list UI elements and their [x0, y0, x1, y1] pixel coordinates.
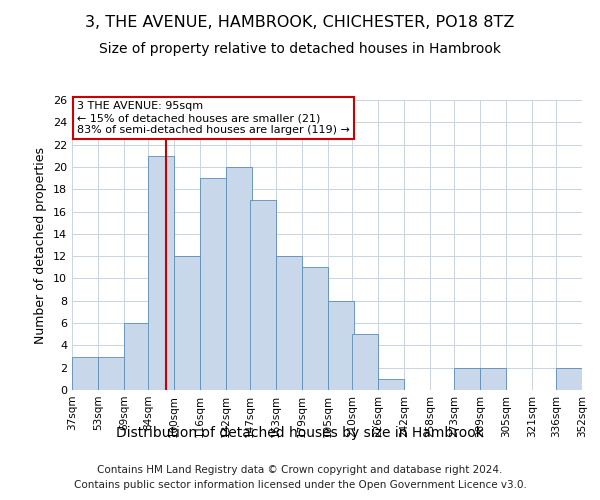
- Bar: [226, 167, 252, 390]
- Bar: [378, 379, 404, 390]
- Bar: [200, 178, 226, 390]
- Bar: [250, 200, 276, 390]
- Bar: [72, 356, 98, 390]
- Text: Size of property relative to detached houses in Hambrook: Size of property relative to detached ho…: [99, 42, 501, 56]
- Bar: [454, 368, 480, 390]
- Text: Contains public sector information licensed under the Open Government Licence v3: Contains public sector information licen…: [74, 480, 526, 490]
- Bar: [124, 323, 150, 390]
- Bar: [148, 156, 174, 390]
- Bar: [328, 301, 354, 390]
- Y-axis label: Number of detached properties: Number of detached properties: [34, 146, 47, 344]
- Text: Contains HM Land Registry data © Crown copyright and database right 2024.: Contains HM Land Registry data © Crown c…: [97, 465, 503, 475]
- Bar: [556, 368, 582, 390]
- Bar: [276, 256, 302, 390]
- Text: 3, THE AVENUE, HAMBROOK, CHICHESTER, PO18 8TZ: 3, THE AVENUE, HAMBROOK, CHICHESTER, PO1…: [85, 15, 515, 30]
- Text: Distribution of detached houses by size in Hambrook: Distribution of detached houses by size …: [116, 426, 484, 440]
- Bar: [352, 334, 378, 390]
- Bar: [174, 256, 200, 390]
- Bar: [480, 368, 506, 390]
- Bar: [98, 356, 124, 390]
- Bar: [302, 268, 328, 390]
- Text: 3 THE AVENUE: 95sqm
← 15% of detached houses are smaller (21)
83% of semi-detach: 3 THE AVENUE: 95sqm ← 15% of detached ho…: [77, 102, 350, 134]
